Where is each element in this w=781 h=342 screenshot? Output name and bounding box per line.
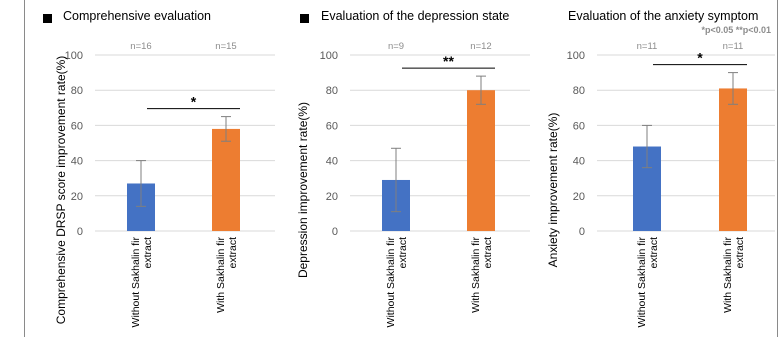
title-bullet <box>300 14 309 23</box>
category-label-line: With Sakhalin fir <box>470 236 482 312</box>
y-tick-label: 60 <box>71 120 83 132</box>
category-label: With Sakhalin firextract <box>215 236 239 312</box>
chart-panel-depression: Evaluation of the depression state 0 20 40… <box>280 0 535 337</box>
sample-size-label: n=16 <box>130 41 151 52</box>
left-frame-line <box>24 0 25 337</box>
y-axis-label: Depression improvement rate(%) <box>296 102 310 278</box>
significance-marker: ** <box>443 53 454 69</box>
y-tick-label: 100 <box>320 50 338 62</box>
chart-svg: 0 20 40 60 80 100 Depression improvement rate(… <box>296 41 530 328</box>
y-tick-label: 0 <box>332 226 338 238</box>
bar <box>467 90 495 231</box>
right-frame-line <box>777 0 778 337</box>
y-axis-label: Comprehensive DRSP score improvement rat… <box>54 56 68 325</box>
y-tick-label: 40 <box>573 156 585 168</box>
significance-note: *p<0.05 **p<0.01 <box>701 25 771 35</box>
category-label: Without Sakhalin firextract <box>636 237 660 328</box>
category-label-line: extract <box>734 237 746 269</box>
category-label: Without Sakhalin firextract <box>130 237 154 328</box>
title-bullet <box>43 14 52 23</box>
sample-size-label: n=12 <box>470 41 491 52</box>
chart-panel-comprehensive: Comprehensive evaluation 0 20 40 60 80 100 Com… <box>25 0 280 337</box>
y-tick-label: 80 <box>71 85 83 97</box>
category-label-line: extract <box>142 237 154 269</box>
category-label-line: With Sakhalin fir <box>722 236 734 312</box>
y-tick-label: 80 <box>326 85 338 97</box>
category-label: With Sakhalin firextract <box>470 236 494 312</box>
bar <box>719 88 747 231</box>
chart-title: Evaluation of the anxiety symptom <box>568 9 759 23</box>
category-label-line: Without Sakhalin fir <box>130 237 142 328</box>
sample-size-label: n=11 <box>723 41 744 52</box>
sample-size-label: n=15 <box>215 41 236 52</box>
category-label-line: extract <box>482 237 494 269</box>
y-tick-label: 100 <box>65 50 83 62</box>
y-tick-label: 20 <box>573 191 585 203</box>
y-tick-label: 0 <box>77 226 83 238</box>
category-label-line: Without Sakhalin fir <box>385 237 397 328</box>
category-label-line: Without Sakhalin fir <box>636 237 648 328</box>
y-tick-label: 40 <box>326 156 338 168</box>
y-tick-label: 100 <box>567 50 585 62</box>
chart-title: Evaluation of the depression state <box>321 9 510 23</box>
y-tick-label: 20 <box>71 191 83 203</box>
chart-svg: 0 20 40 60 80 100 Anxiety improvement rate(%) n… <box>546 41 775 328</box>
category-label: With Sakhalin firextract <box>722 236 746 312</box>
chart-title: Comprehensive evaluation <box>63 9 212 23</box>
y-tick-label: 20 <box>326 191 338 203</box>
sample-size-label: n=9 <box>388 41 404 52</box>
category-label: Without Sakhalin firextract <box>385 237 409 328</box>
category-label-line: extract <box>397 237 409 269</box>
bar <box>212 128 240 231</box>
category-label-line: With Sakhalin fir <box>215 236 227 312</box>
category-label-line: extract <box>648 237 660 269</box>
y-tick-label: 60 <box>573 120 585 132</box>
y-tick-label: 60 <box>326 120 338 132</box>
y-tick-label: 80 <box>573 85 585 97</box>
sample-size-label: n=11 <box>637 41 658 52</box>
chart-panel-anxiety: Evaluation of the anxiety symptom *p<0.0… <box>535 0 779 337</box>
category-label-line: extract <box>227 237 239 269</box>
significance-marker: * <box>697 50 703 66</box>
y-tick-label: 40 <box>71 156 83 168</box>
significance-marker: * <box>191 94 197 110</box>
y-tick-label: 0 <box>579 226 585 238</box>
y-axis-label: Anxiety improvement rate(%) <box>546 113 560 268</box>
